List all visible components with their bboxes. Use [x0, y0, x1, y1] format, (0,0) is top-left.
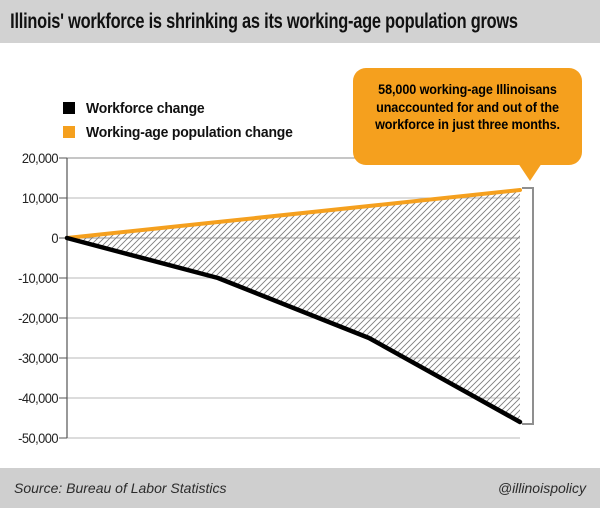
callout-tail-icon [518, 163, 542, 181]
callout-text: 58,000 working-age Illinoisans unaccount… [372, 81, 564, 134]
legend-label: Working-age population change [86, 123, 293, 141]
title-bar: Illinois' workforce is shrinking as its … [0, 0, 600, 43]
callout-line: unaccounted for and out of the [376, 98, 559, 115]
legend-item-workforce: Workforce change [63, 96, 308, 120]
page-title: Illinois' workforce is shrinking as its … [10, 9, 518, 33]
legend-item-working-age: Working-age population change [63, 120, 308, 144]
source-credit: Source: Bureau of Labor Statistics [14, 480, 227, 496]
chart-legend: Workforce change Working-age population … [63, 96, 308, 144]
callout-bubble: 58,000 working-age Illinoisans unaccount… [353, 68, 582, 181]
workforce-swatch-icon [63, 102, 75, 114]
callout-line: workforce in just three months. [375, 116, 560, 132]
social-handle: @illinoispolicy [497, 480, 586, 496]
working-age-swatch-icon [63, 126, 75, 138]
footer-bar: Source: Bureau of Labor Statistics @illi… [0, 468, 600, 508]
callout-line: 58,000 working-age Illinoisans [378, 81, 557, 97]
legend-label: Workforce change [86, 99, 205, 117]
